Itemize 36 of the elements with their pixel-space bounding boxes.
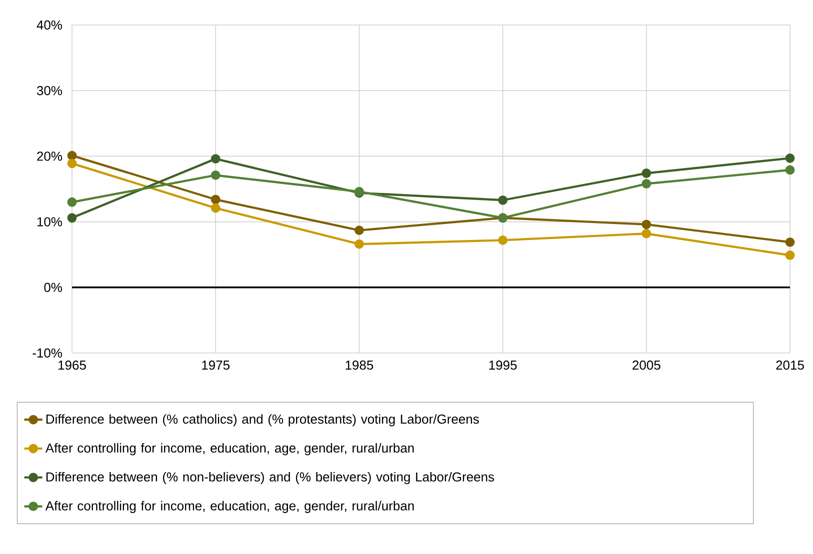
point xyxy=(67,213,77,223)
point xyxy=(210,170,220,180)
point xyxy=(210,203,220,213)
point xyxy=(642,220,652,230)
point xyxy=(67,158,77,168)
point xyxy=(785,153,795,163)
legend-label: Difference between (% catholics) and (% protestants) voting Labor/Greens xyxy=(46,414,479,426)
point xyxy=(785,237,795,247)
y-tick-label: 20% xyxy=(37,152,62,161)
x-tick-label: 2015 xyxy=(776,360,804,370)
y-tick-label: 30% xyxy=(36,86,62,96)
legend-label: After controlling for income, education, age, gender, rural/urban xyxy=(45,500,414,514)
point xyxy=(785,165,795,175)
point xyxy=(210,194,220,204)
point xyxy=(642,228,652,238)
y-tick-label: 0% xyxy=(44,282,62,292)
point xyxy=(67,197,77,207)
x-tick-label: 1995 xyxy=(489,360,517,370)
point xyxy=(498,235,508,245)
x-tick-label: 1985 xyxy=(346,360,374,370)
legend-label: After controlling for income, education, age, gender, rural/urban xyxy=(45,443,414,456)
y-tick-label: -10% xyxy=(32,348,62,358)
point xyxy=(354,239,364,249)
x-tick-label: 1965 xyxy=(58,360,86,370)
point xyxy=(642,179,652,188)
y-tick-label: 10% xyxy=(37,217,62,226)
x-tick-label: 1975 xyxy=(202,360,230,370)
point xyxy=(642,168,652,178)
point xyxy=(67,150,77,160)
point xyxy=(354,226,364,236)
point xyxy=(498,195,508,205)
x-tick-label: 2005 xyxy=(632,360,660,370)
y-tick-label: 40% xyxy=(36,20,62,30)
legend-label: Difference between (% non-believers) and (% believers) voting Labor/Greens xyxy=(46,472,494,484)
point xyxy=(785,250,795,260)
point xyxy=(210,154,220,164)
